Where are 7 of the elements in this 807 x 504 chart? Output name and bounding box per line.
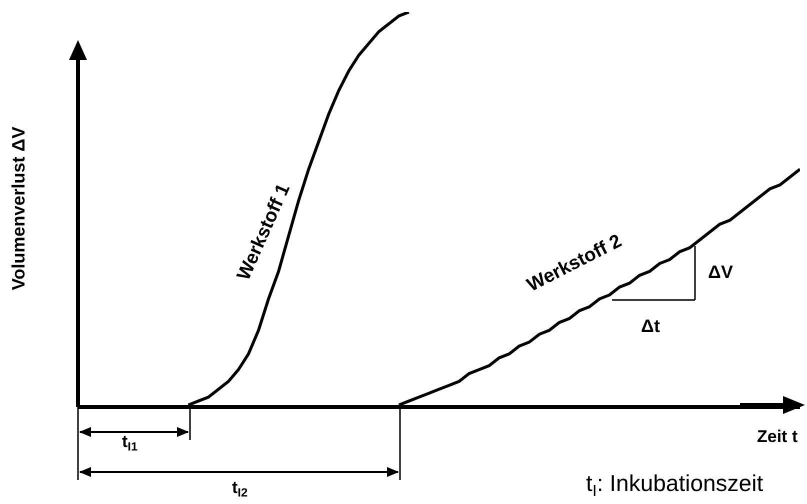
y-axis-title: Volumenverlust ΔV — [8, 126, 28, 290]
text: t$_{I1}$ — [122, 432, 138, 454]
text: t$_{I}$: Inkubationszeit — [586, 470, 764, 500]
x-axis-title: Zeit t — [757, 427, 798, 446]
text: t$_{I2}$ — [232, 478, 248, 500]
annotation: Δt — [641, 316, 660, 336]
annotation: ΔV — [708, 262, 733, 282]
